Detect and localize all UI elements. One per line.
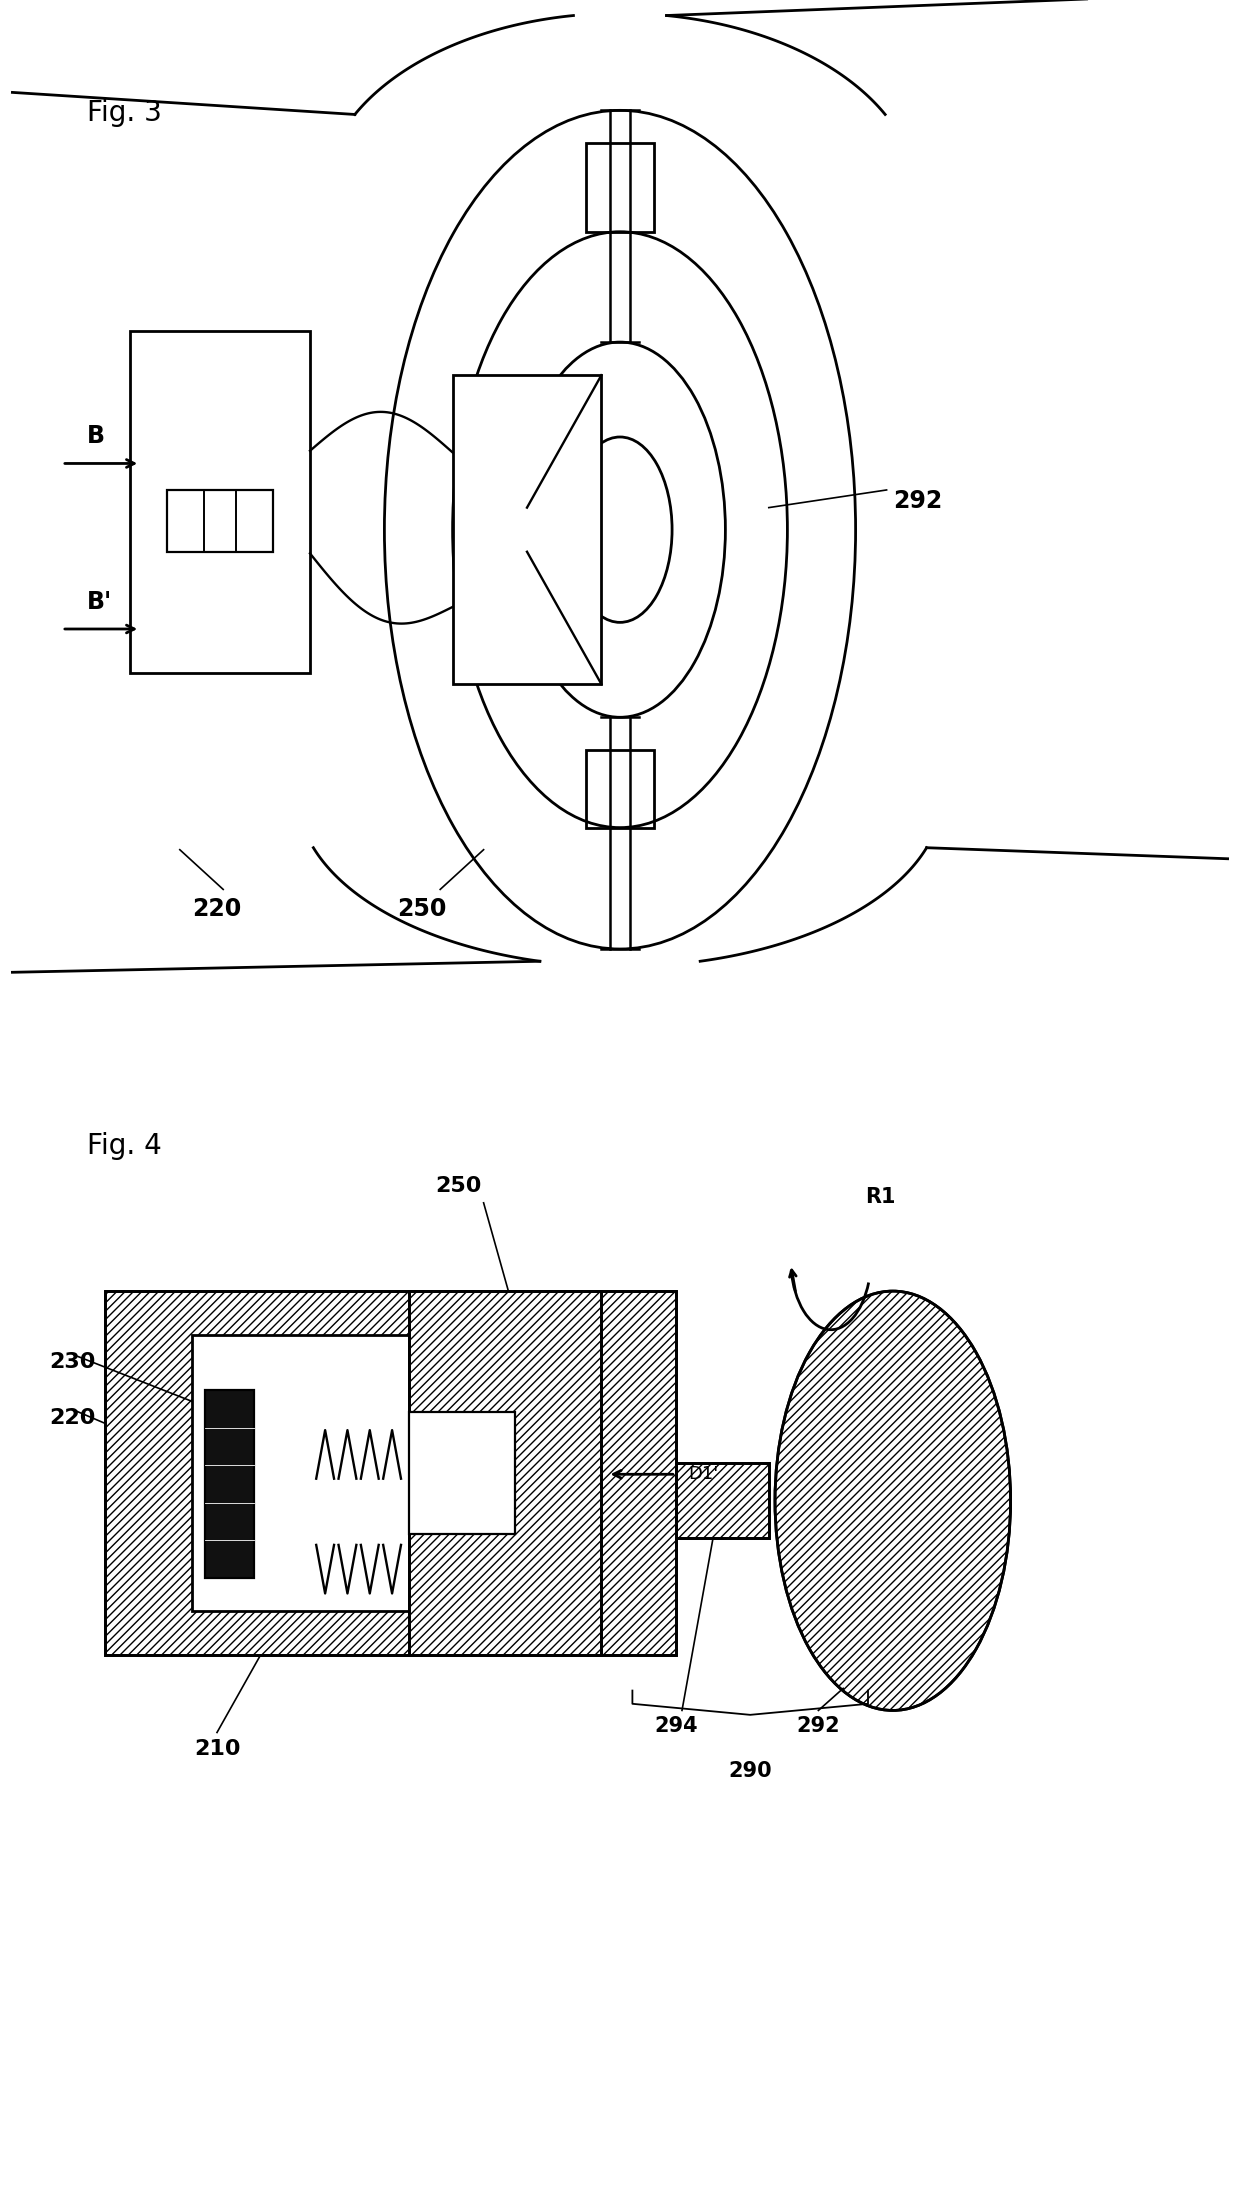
Bar (585, 143, 655, 232)
Bar (167, 490, 273, 552)
Text: 220: 220 (192, 896, 242, 920)
Text: Fig. 3: Fig. 3 (87, 99, 161, 128)
Bar (676, 1463, 769, 1538)
Text: D1': D1' (688, 1465, 718, 1483)
Text: 210: 210 (193, 1739, 241, 1759)
Circle shape (775, 1291, 1011, 1710)
Bar (105, 1291, 676, 1655)
Text: R1: R1 (866, 1187, 895, 1207)
Text: 292: 292 (796, 1717, 841, 1737)
Text: 250: 250 (435, 1176, 482, 1196)
Bar (409, 1291, 601, 1655)
Bar (409, 1412, 515, 1534)
Text: 290: 290 (728, 1761, 773, 1781)
Bar (585, 750, 655, 828)
Bar (676, 1463, 769, 1538)
Text: 220: 220 (50, 1408, 95, 1428)
Bar (130, 331, 310, 673)
Text: B': B' (87, 589, 112, 614)
Text: 294: 294 (653, 1717, 698, 1737)
Text: Fig. 4: Fig. 4 (87, 1132, 161, 1161)
Text: 250: 250 (397, 896, 446, 920)
Bar (105, 1291, 676, 1655)
Bar (205, 1390, 254, 1578)
Bar (453, 375, 601, 684)
Bar (192, 1335, 409, 1611)
Text: 292: 292 (893, 488, 942, 512)
Text: 230: 230 (50, 1353, 95, 1373)
Text: B: B (87, 424, 105, 448)
Bar (409, 1291, 601, 1655)
